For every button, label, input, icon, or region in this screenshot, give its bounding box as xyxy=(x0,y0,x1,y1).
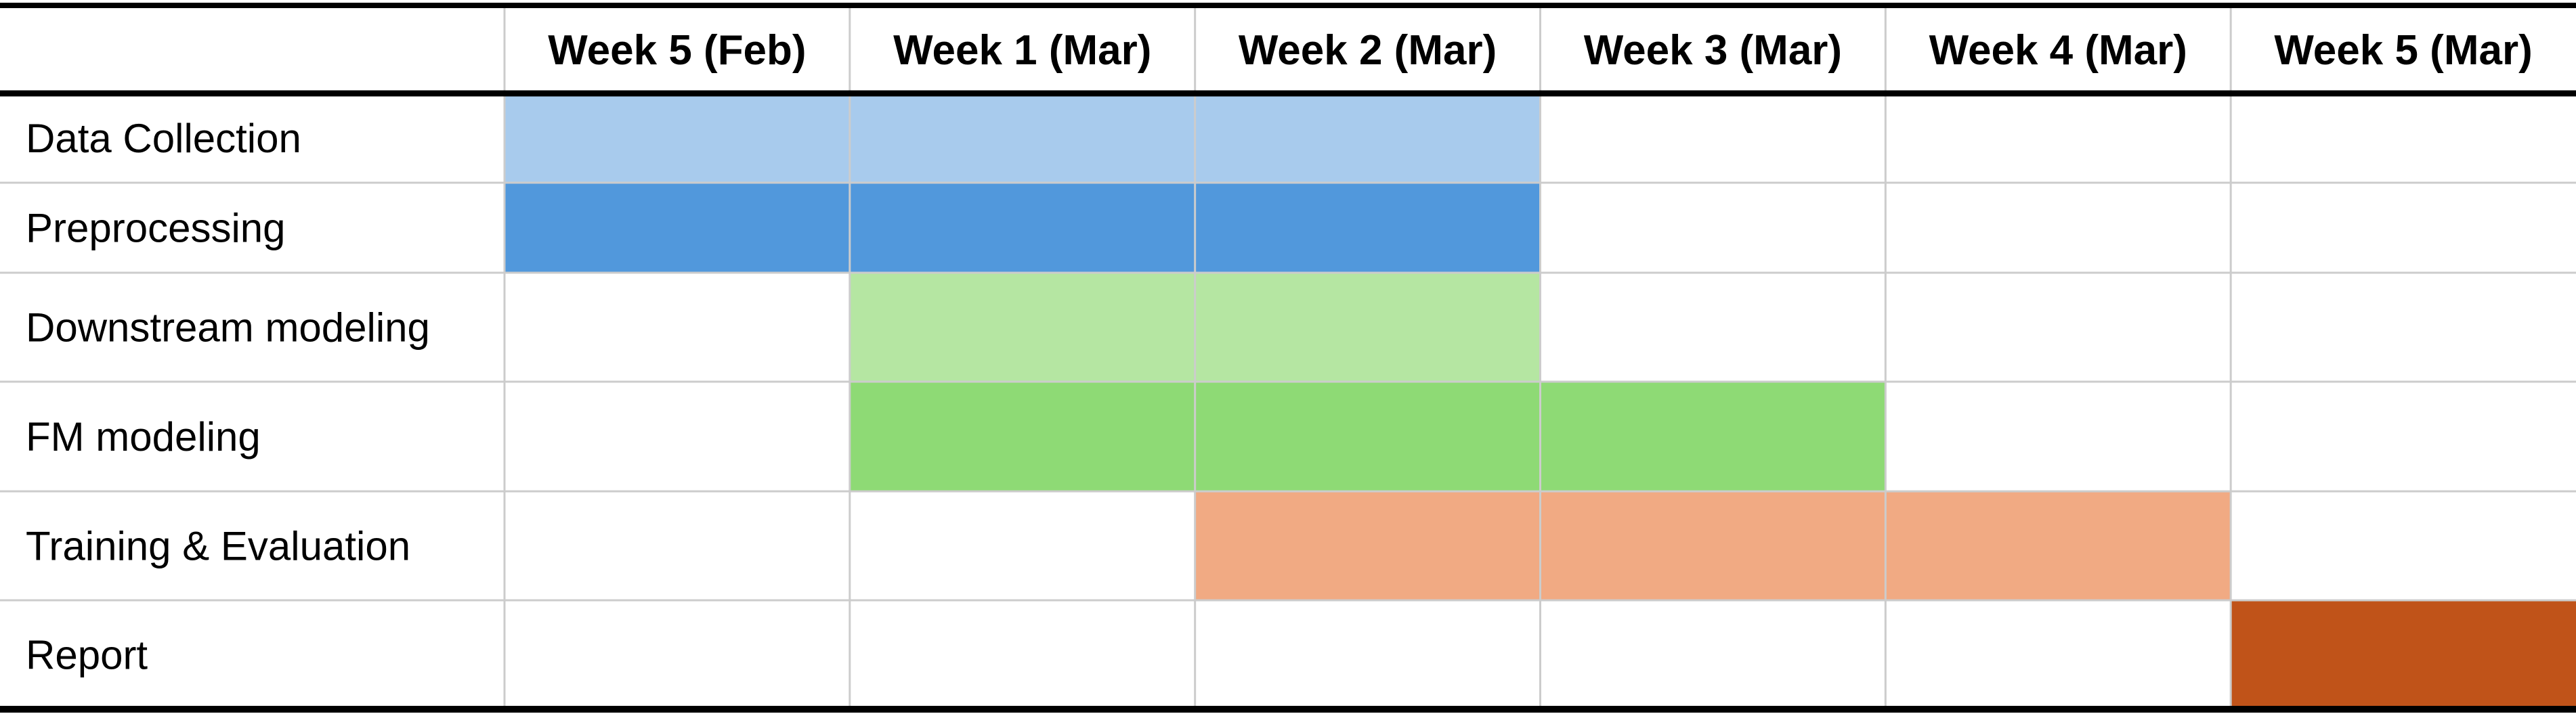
bar-downstream-modeling-week-1-mar xyxy=(849,273,1195,382)
bar-fm-modeling-week-3-mar xyxy=(1540,382,1886,491)
column-header-week-1-mar: Week 1 (Mar) xyxy=(893,27,1151,74)
column-header-week-5-feb: Week 5 (Feb) xyxy=(548,27,806,74)
bar-fm-modeling-week-1-mar xyxy=(849,382,1195,491)
task-label-report: Report xyxy=(26,633,148,678)
bar-preprocessing-week-5-feb xyxy=(505,183,850,273)
bar-training-evaluation-week-3-mar xyxy=(1540,491,1886,600)
bar-preprocessing-week-2-mar xyxy=(1195,183,1541,273)
bar-fm-modeling-week-2-mar xyxy=(1195,382,1541,491)
bar-data-collection-week-5-feb xyxy=(505,93,850,183)
column-header-week-2-mar: Week 2 (Mar) xyxy=(1239,27,1497,74)
bar-training-evaluation-week-4-mar xyxy=(1885,491,2231,600)
task-label-training-evaluation: Training & Evaluation xyxy=(26,524,410,569)
task-label-fm-modeling: FM modeling xyxy=(26,414,261,460)
bar-training-evaluation-week-2-mar xyxy=(1195,491,1541,600)
column-header-week-3-mar: Week 3 (Mar) xyxy=(1584,27,1842,74)
table-borders xyxy=(0,3,2576,713)
bar-report-week-5-mar xyxy=(2231,600,2576,709)
column-headers: Week 5 (Feb) Week 1 (Mar) Week 2 (Mar) Week… xyxy=(548,27,2532,74)
schedule-cells xyxy=(505,93,2576,709)
bar-data-collection-week-2-mar xyxy=(1195,93,1541,183)
task-label-downstream-modeling: Downstream modeling xyxy=(26,305,430,351)
column-header-week-5-mar: Week 5 (Mar) xyxy=(2274,27,2532,74)
task-label-preprocessing: Preprocessing xyxy=(26,206,286,251)
grid-lines xyxy=(0,5,2576,709)
bar-preprocessing-week-1-mar xyxy=(849,183,1195,273)
bar-downstream-modeling-week-2-mar xyxy=(1195,273,1541,382)
task-labels: Data Collection Preprocessing Downstream m… xyxy=(26,116,430,678)
bar-data-collection-week-1-mar xyxy=(849,93,1195,183)
task-label-data-collection: Data Collection xyxy=(26,116,301,161)
column-header-week-4-mar: Week 4 (Mar) xyxy=(1929,27,2187,74)
